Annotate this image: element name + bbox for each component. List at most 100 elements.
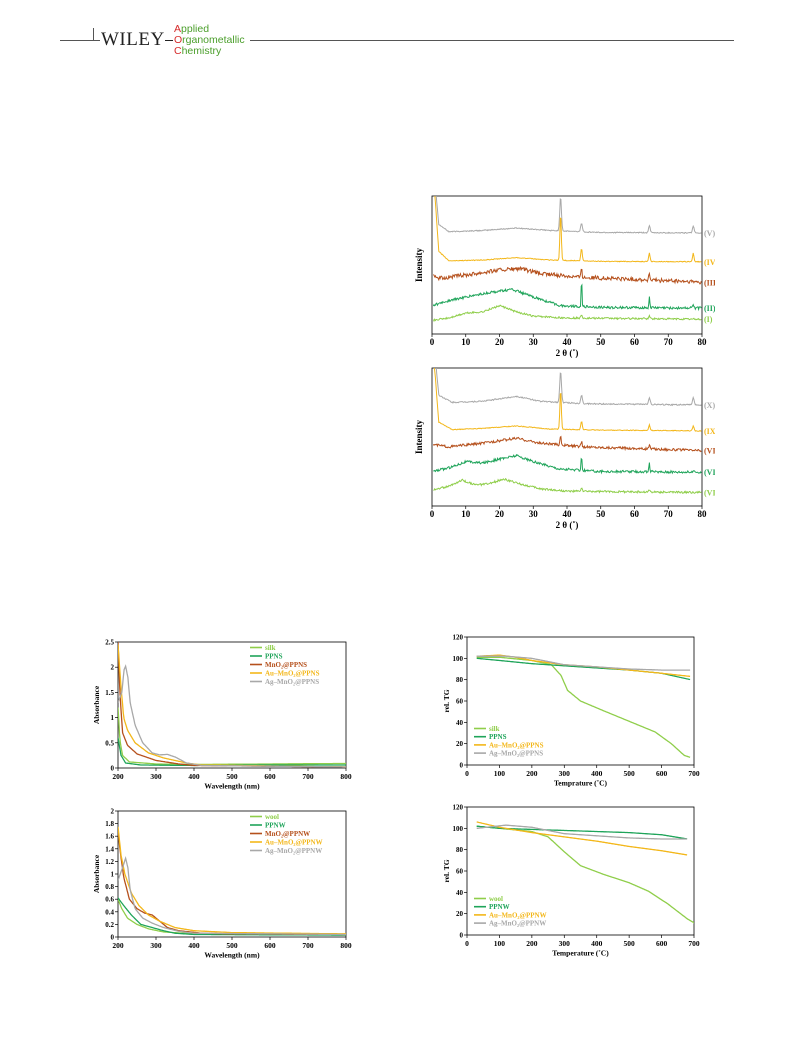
series-line bbox=[434, 196, 702, 263]
legend-entry: PPNS bbox=[489, 733, 507, 741]
y-axis-label: Absorbance bbox=[92, 854, 101, 893]
y-tick-label: 40 bbox=[456, 719, 464, 727]
y-tick-label: 80 bbox=[456, 846, 464, 854]
series-line bbox=[476, 656, 691, 758]
x-tick-label: 40 bbox=[563, 337, 573, 347]
y-axis-label: Intensity bbox=[414, 420, 424, 455]
legend-entry: wool bbox=[265, 813, 279, 821]
series-label: (VIII) bbox=[704, 447, 715, 456]
y-tick-label: 0 bbox=[460, 932, 464, 940]
x-tick-label: 500 bbox=[226, 941, 238, 950]
y-tick-label: 0.8 bbox=[105, 883, 114, 891]
legend-entry: PPNS bbox=[265, 653, 283, 661]
series-label: (VII) bbox=[704, 468, 715, 477]
y-tick-label: 20 bbox=[456, 910, 464, 918]
y-tick-label: 0.4 bbox=[105, 908, 114, 916]
y-tick-label: 2.5 bbox=[105, 639, 114, 647]
x-tick-label: 50 bbox=[596, 337, 606, 347]
legend-entry: MnO₂@PPNS bbox=[265, 661, 307, 669]
series-line bbox=[476, 824, 688, 840]
series-label: (III) bbox=[704, 278, 715, 287]
uv-chart-silk: 200 300 400 500 600 700 800 Wavelength (nm) Abso… bbox=[92, 639, 352, 791]
x-tick-label: 0 bbox=[465, 939, 469, 948]
x-tick-label: 60 bbox=[630, 337, 640, 347]
x-tick-label: 800 bbox=[340, 941, 352, 950]
x-axis-label: 2 θ (˚) bbox=[556, 520, 579, 530]
x-tick-label: 700 bbox=[302, 941, 314, 950]
y-tick-label: 1.5 bbox=[105, 689, 114, 697]
publisher-logo: WILEY bbox=[101, 29, 167, 50]
legend-entry: Ag–MnO₂@PPNS bbox=[265, 678, 319, 686]
series-line bbox=[433, 265, 702, 285]
legend-entry: PPNW bbox=[489, 903, 510, 911]
journal-line-2: Organometallic bbox=[174, 34, 245, 46]
series-line bbox=[118, 737, 346, 767]
y-axis-label: rel. TG bbox=[442, 689, 451, 712]
journal-line-1: Applied bbox=[174, 23, 210, 35]
series-line bbox=[476, 821, 688, 856]
x-tick-label: 600 bbox=[656, 769, 668, 778]
y-tick-label: 1 bbox=[111, 871, 115, 879]
x-axis-label: Temperature (˚C) bbox=[552, 949, 609, 958]
legend-entry: Ag–MnO₂@PPNS bbox=[489, 750, 543, 758]
y-tick-label: 0.2 bbox=[105, 921, 114, 929]
legend-entry: wool bbox=[489, 895, 503, 903]
x-tick-label: 200 bbox=[526, 769, 538, 778]
legend-entry: silk bbox=[265, 644, 276, 652]
logo-dash bbox=[165, 40, 173, 41]
y-axis-label: Absorbance bbox=[92, 685, 101, 724]
y-tick-label: 40 bbox=[456, 889, 464, 897]
header-rule-left bbox=[60, 40, 100, 41]
series-line bbox=[118, 642, 346, 768]
x-tick-label: 60 bbox=[630, 509, 640, 519]
x-tick-label: 700 bbox=[688, 769, 700, 778]
x-tick-label: 0 bbox=[430, 509, 435, 519]
plot-frame bbox=[117, 641, 347, 769]
x-tick-label: 20 bbox=[495, 509, 505, 519]
x-tick-label: 0 bbox=[430, 337, 435, 347]
y-tick-label: 0.6 bbox=[105, 896, 114, 904]
series-line bbox=[435, 368, 702, 407]
y-tick-label: 1.8 bbox=[105, 820, 114, 828]
x-tick-label: 100 bbox=[494, 769, 506, 778]
x-tick-label: 400 bbox=[188, 941, 200, 950]
x-tick-label: 100 bbox=[494, 939, 506, 948]
y-tick-label: 1.2 bbox=[105, 858, 114, 866]
series-line bbox=[432, 283, 702, 312]
series-line bbox=[435, 196, 702, 234]
x-tick-label: 400 bbox=[591, 769, 603, 778]
y-tick-label: 80 bbox=[456, 676, 464, 684]
x-tick-label: 30 bbox=[529, 337, 539, 347]
x-tick-label: 300 bbox=[150, 941, 162, 950]
legend-entry: Au–MnO₂@PPNS bbox=[265, 670, 320, 678]
y-tick-label: 1.4 bbox=[105, 845, 114, 853]
x-tick-label: 30 bbox=[529, 509, 539, 519]
y-tick-label: 120 bbox=[453, 634, 464, 642]
y-tick-label: 2 bbox=[111, 664, 115, 672]
x-tick-label: 600 bbox=[264, 941, 276, 950]
legend-entry: Ag–MnO₂@PPNW bbox=[489, 920, 546, 928]
x-tick-label: 40 bbox=[563, 509, 573, 519]
y-tick-label: 0 bbox=[111, 765, 115, 773]
x-tick-label: 500 bbox=[226, 772, 238, 781]
series-label: (IV) bbox=[704, 258, 715, 267]
series-line bbox=[433, 453, 702, 475]
series-label: (X) bbox=[704, 401, 715, 410]
xrd-chart-bottom: 0 10 20 30 40 50 60 70 80 2 θ (˚) Intensity (X) (IX)… bbox=[414, 367, 715, 530]
series-line bbox=[118, 826, 346, 935]
series-line bbox=[476, 657, 691, 681]
legend-entry: Au–MnO₂@PPNS bbox=[489, 741, 544, 749]
plot-frame bbox=[431, 195, 703, 335]
series-line bbox=[118, 897, 346, 936]
series-line bbox=[118, 707, 346, 766]
series-label: (II) bbox=[704, 304, 715, 313]
series-line bbox=[118, 856, 346, 936]
x-tick-label: 800 bbox=[340, 772, 352, 781]
uv-chart-wool: 200 300 400 500 600 700 800 Wavelength (nm) Abso… bbox=[92, 808, 352, 960]
y-tick-label: 0 bbox=[460, 762, 464, 770]
y-axis-label: Intensity bbox=[414, 248, 424, 283]
x-axis-label: Temprature (˚C) bbox=[554, 779, 608, 788]
y-axis-label: rel. TG bbox=[442, 859, 451, 882]
